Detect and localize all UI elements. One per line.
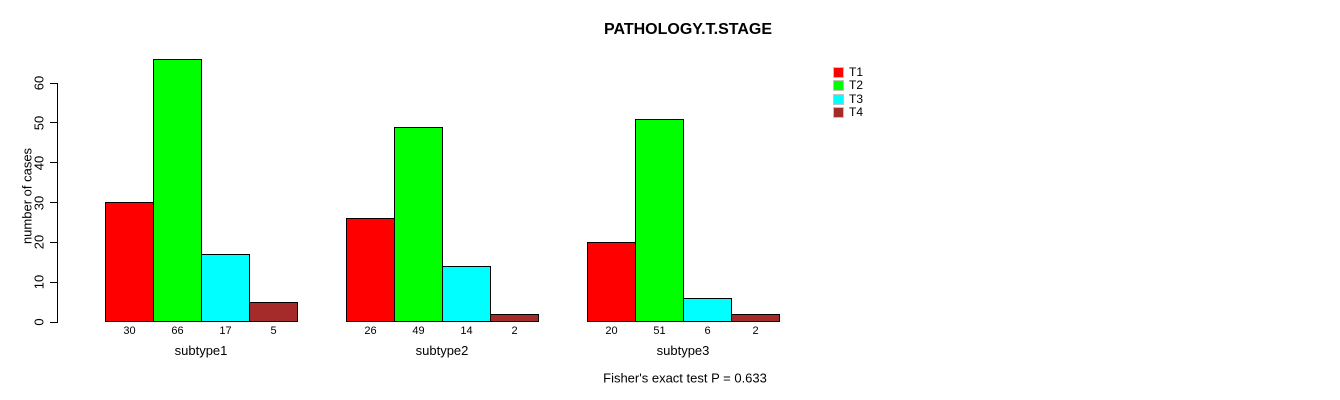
y-tick-mark: [50, 82, 57, 84]
legend-item-t1: T1: [833, 66, 863, 78]
bar-t2-subtype2: [394, 127, 443, 322]
y-tick-label: 40: [31, 155, 47, 170]
y-tick-label: 20: [31, 235, 47, 250]
bar-t4-subtype3: [731, 314, 780, 322]
legend-swatch-t3: [833, 93, 844, 105]
y-tick-label: 10: [31, 274, 47, 290]
y-tick-mark: [50, 321, 57, 323]
legend-item-t2: T2: [833, 79, 863, 91]
y-axis-line: [57, 83, 58, 323]
chart-title: PATHOLOGY.T.STAGE: [603, 21, 773, 38]
bar-t3-subtype1: [201, 254, 250, 322]
bar-value-label: 51: [653, 325, 666, 337]
legend-label: T4: [849, 105, 864, 119]
bar-t4-subtype1: [249, 302, 298, 322]
y-tick-label: 50: [31, 115, 47, 131]
legend-swatch-t2: [833, 79, 844, 91]
legend-label: T2: [849, 78, 864, 92]
bar-t1-subtype2: [346, 218, 395, 322]
bar-t1-subtype3: [587, 242, 636, 322]
bar-value-label: 66: [171, 325, 184, 337]
legend-label: T1: [849, 65, 864, 79]
y-tick-mark: [50, 162, 57, 164]
bar-value-label: 2: [752, 325, 759, 337]
bar-value-label: 20: [605, 325, 618, 337]
legend-swatch-t1: [833, 66, 844, 78]
y-tick-mark: [50, 281, 57, 283]
legend-item-t3: T3: [833, 93, 863, 105]
bar-value-label: 30: [123, 325, 136, 337]
bar-t2-subtype1: [153, 59, 202, 322]
bar-value-label: 6: [704, 325, 711, 337]
bar-value-label: 5: [270, 325, 277, 337]
y-tick-label: 0: [31, 318, 47, 326]
y-tick-label: 60: [31, 75, 47, 91]
bar-t3-subtype3: [683, 298, 732, 322]
bar-value-label: 14: [460, 325, 473, 337]
legend-item-t4: T4: [833, 106, 863, 118]
bar-t4-subtype2: [490, 314, 539, 322]
bar-t1-subtype1: [105, 202, 154, 322]
bar-value-label: 17: [219, 325, 232, 337]
bar-t2-subtype3: [635, 119, 684, 322]
category-label-subtype2: subtype2: [415, 343, 469, 358]
category-label-subtype1: subtype1: [174, 343, 228, 358]
bar-t3-subtype2: [442, 266, 491, 322]
category-label-subtype3: subtype3: [656, 343, 710, 358]
legend-swatch-t4: [833, 106, 844, 118]
y-tick-mark: [50, 122, 57, 124]
bar-value-label: 49: [412, 325, 425, 337]
bar-value-label: 2: [511, 325, 518, 337]
footer-annotation: Fisher's exact test P = 0.633: [603, 370, 767, 386]
bar-value-label: 26: [364, 325, 377, 337]
legend-label: T3: [849, 92, 864, 106]
y-tick-mark: [50, 202, 57, 203]
y-tick-mark: [50, 241, 57, 243]
y-tick-label: 30: [31, 195, 47, 210]
